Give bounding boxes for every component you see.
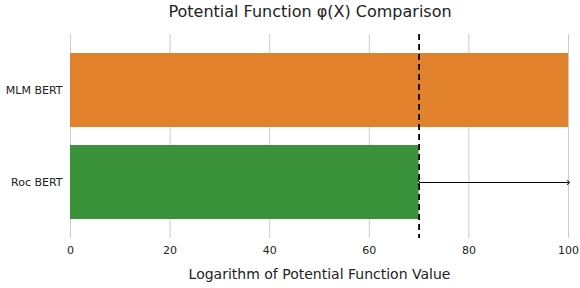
svg-text:60: 60 [362, 244, 376, 257]
svg-text:100: 100 [558, 244, 579, 257]
svg-text:Roc BERT: Roc BERT [11, 176, 63, 189]
svg-text:0: 0 [67, 244, 74, 257]
html-text:Potential Function φ(X) Compar: Potential Function φ(X) Comparison [168, 2, 452, 21]
svg-text:MLM BERT: MLM BERT [6, 84, 63, 97]
svg-text:Logarithm of Potential Functio: Logarithm of Potential Function Value [189, 266, 451, 282]
svg-text:80: 80 [462, 244, 476, 257]
svg-text:40: 40 [263, 244, 277, 257]
svg-text:20: 20 [163, 244, 177, 257]
